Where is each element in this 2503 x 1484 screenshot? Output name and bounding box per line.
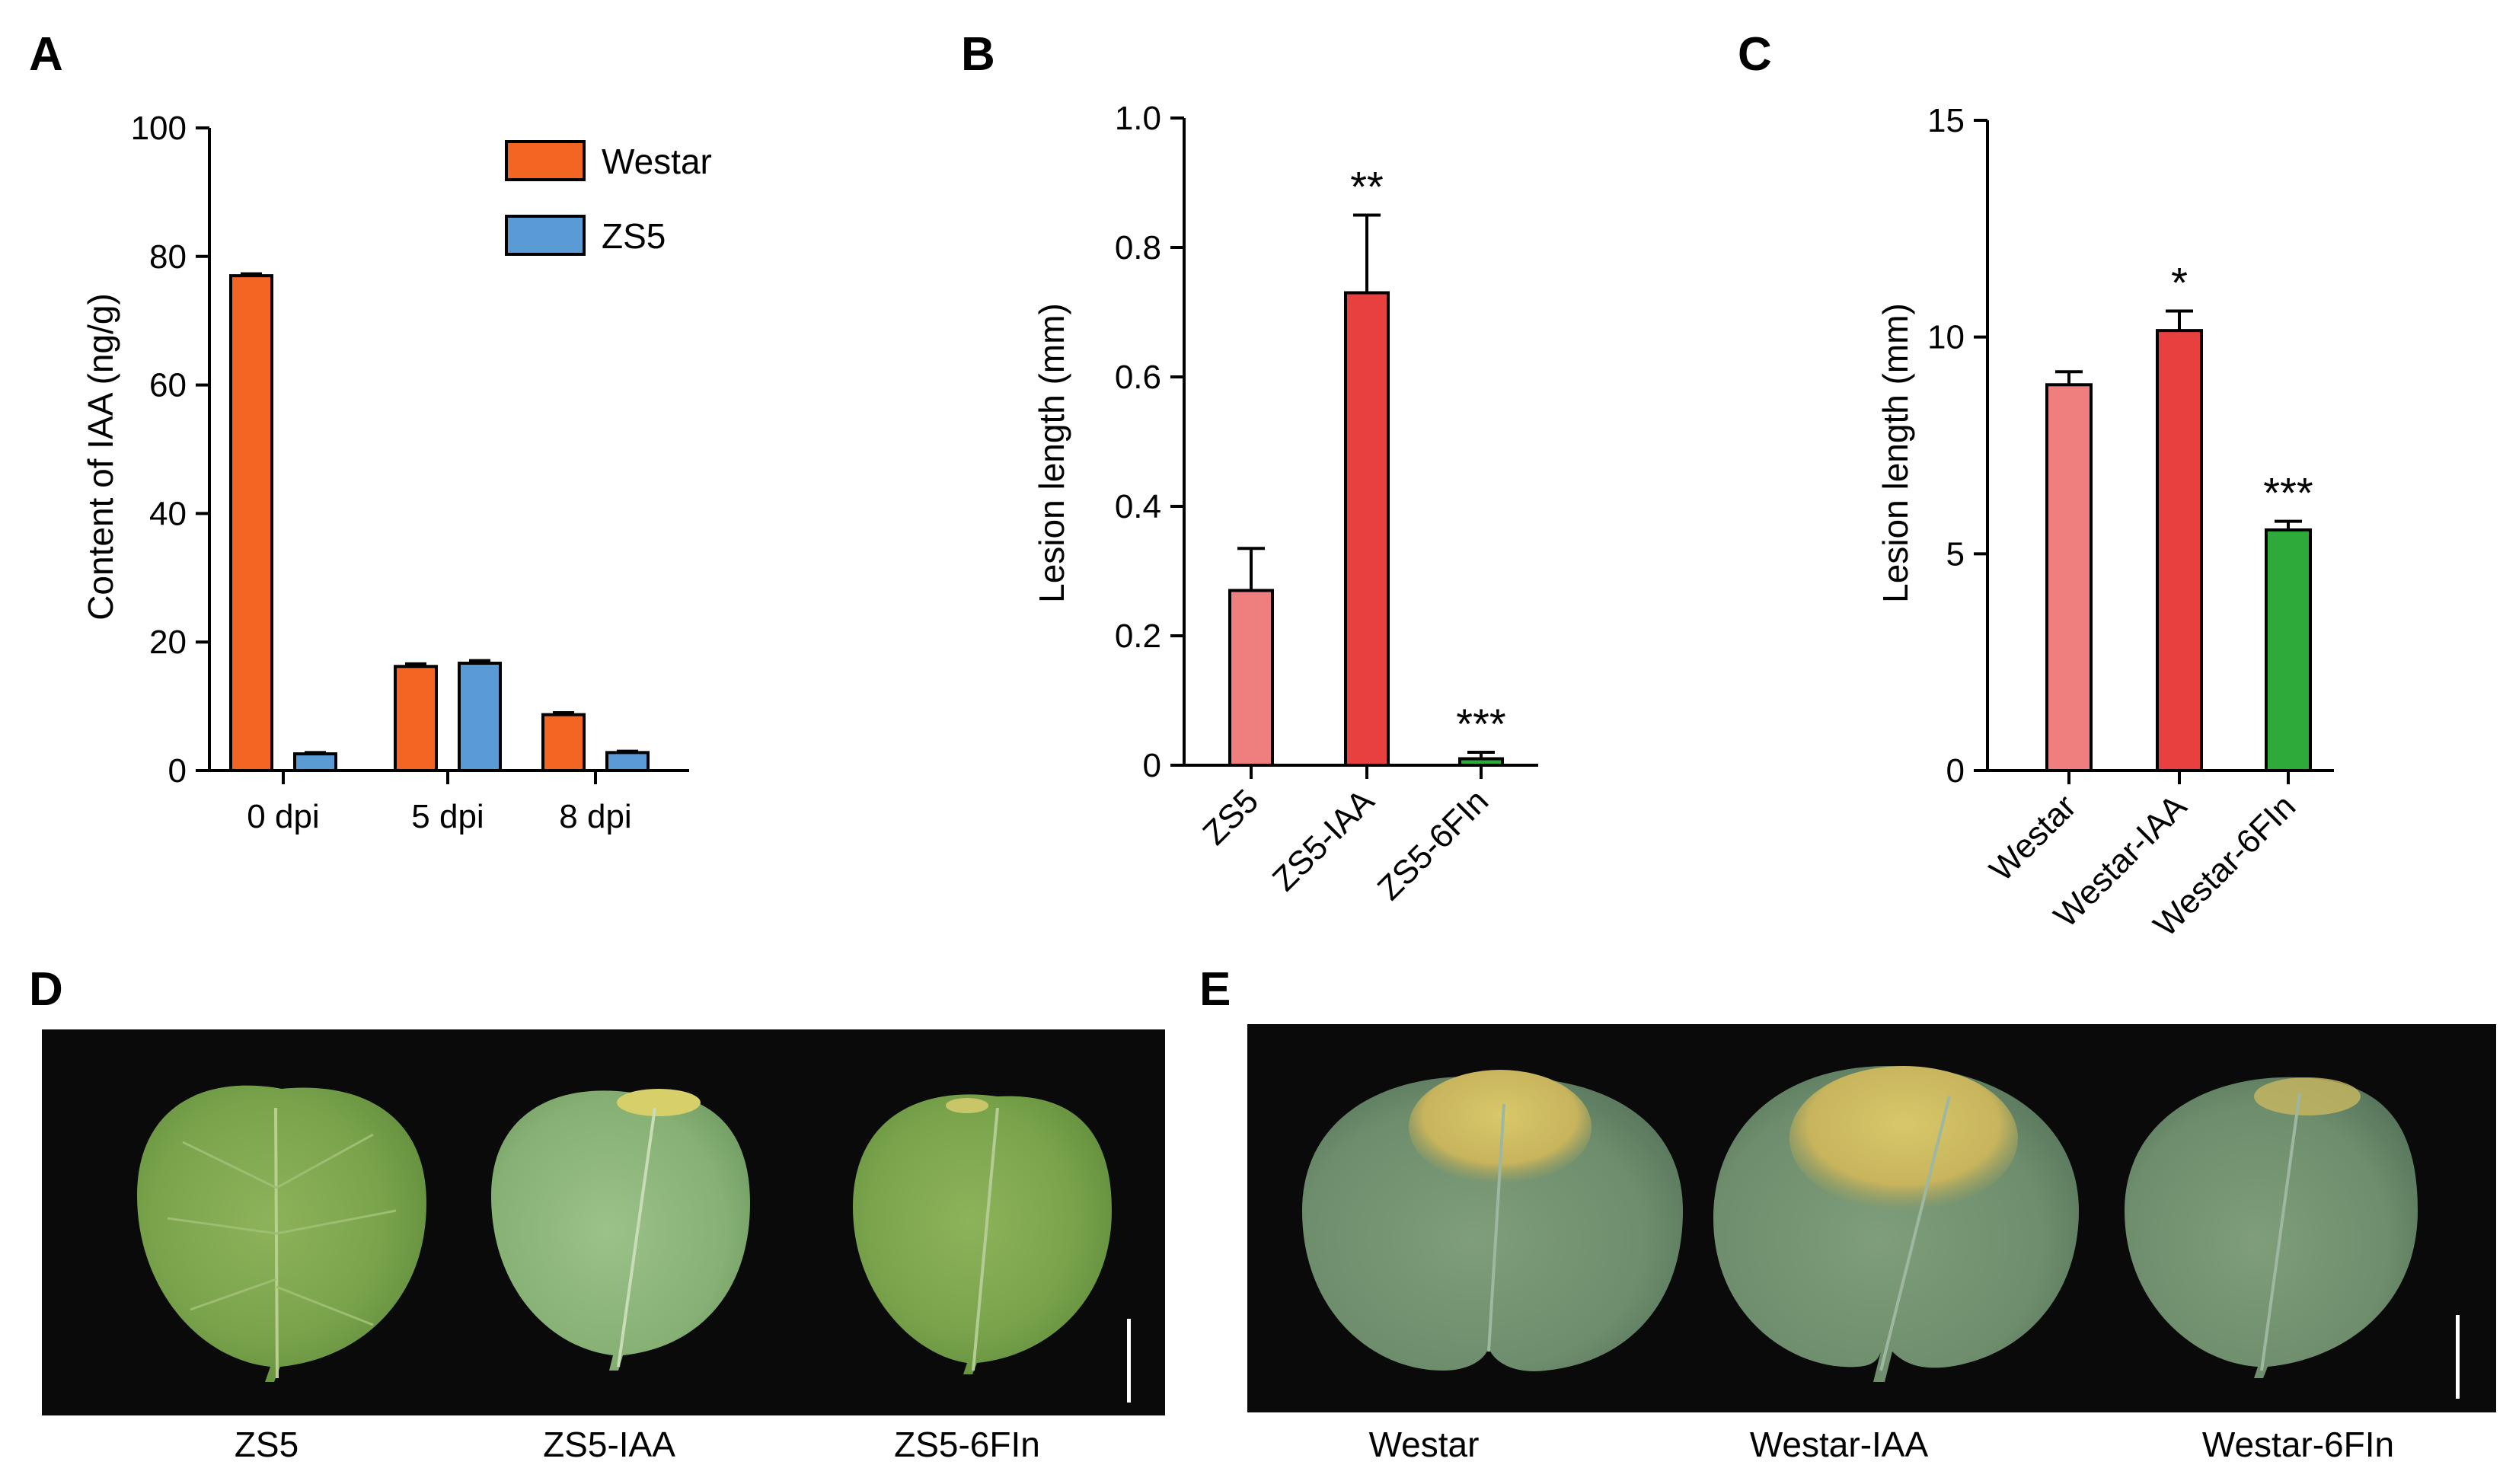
chart-c-bars: **** xyxy=(2045,259,2313,773)
photo-e-label-westar: Westar xyxy=(1369,1425,1480,1464)
photo-d-label-zs5: ZS5 xyxy=(235,1425,299,1464)
chartB-xtick-label-zs5: ZS5 xyxy=(1196,782,1266,852)
chartA-ytick-label: 0 xyxy=(168,752,187,790)
chartC-ytick-label: 0 xyxy=(1946,752,1965,790)
chartC-significance-westar-iaa: * xyxy=(2171,259,2188,307)
chartB-ytick-label: 0.6 xyxy=(1115,359,1161,396)
chart-a-ylabel: Content of IAA (ng/g) xyxy=(81,293,120,621)
chart-b-bars: ***** xyxy=(1228,163,1506,767)
chartA-xtick-label-0-dpi: 0 dpi xyxy=(247,798,319,835)
photo-d-label-zs5-iaa: ZS5-IAA xyxy=(543,1425,675,1464)
chart-b-ylabel: Lesion length (mm) xyxy=(1032,303,1071,603)
photo-e-westar-leaves: Westar Westar-IAA Westar-6FIn xyxy=(1247,1024,2496,1464)
chartA-ytick-label: 40 xyxy=(149,495,187,532)
chartB-xtick-label-zs5-6fin: ZS5-6FIn xyxy=(1371,782,1496,907)
bar-westar-0-dpi xyxy=(229,274,273,772)
chartC-bar-westar xyxy=(2045,383,2093,772)
panel-letter-d: D xyxy=(29,963,63,1016)
chart-b-yaxis: 0 0.2 0.4 0.6 0.8 1.0 xyxy=(1115,100,1186,784)
photo-e-label-westar-6fin: Westar-6FIn xyxy=(2202,1425,2394,1464)
bar-zs5-8-dpi xyxy=(605,751,650,772)
chartC-bar-westar-6fin xyxy=(2265,528,2312,773)
scale-bar-e xyxy=(2456,1315,2460,1399)
leaf-e-westar-6fin xyxy=(2125,1077,2418,1378)
panel-letter-c: C xyxy=(1738,28,1772,81)
legend-swatch-zs5 xyxy=(505,215,586,256)
bar-zs5-0-dpi xyxy=(293,752,337,773)
chart-a-iaa-content: Content of IAA (ng/g) 0 20 40 60 80 100 0 dpi… xyxy=(81,110,712,835)
chartB-xtick-label-zs5-iaa: ZS5-IAA xyxy=(1266,782,1382,898)
chart-a-legend: Westar ZS5 xyxy=(505,140,712,256)
legend-swatch-westar xyxy=(505,140,586,181)
chartB-ytick-label: 0 xyxy=(1143,747,1161,784)
chartA-ytick-label: 20 xyxy=(149,624,187,661)
chart-a-yaxis: 0 20 40 60 80 100 xyxy=(131,110,211,790)
chartA-ytick-label: 100 xyxy=(131,110,187,147)
panel-letter-b: B xyxy=(961,28,995,81)
chart-c-ylabel: Lesion length (mm) xyxy=(1876,303,1915,603)
chartB-ytick-label: 0.8 xyxy=(1115,229,1161,266)
panel-letter-a: A xyxy=(29,28,63,81)
chartA-ytick-label: 60 xyxy=(149,367,187,404)
chartB-ytick-label: 0.2 xyxy=(1115,618,1161,655)
chartC-xtick-label-westar: Westar xyxy=(1982,787,2083,889)
panel-letter-e: E xyxy=(1199,963,1231,1016)
chart-a-bars xyxy=(229,272,650,773)
chartC-ytick-label: 15 xyxy=(1927,102,1965,139)
chartC-significance-westar-6fin: *** xyxy=(2263,469,2313,517)
bar-westar-5-dpi xyxy=(394,665,438,772)
chartA-xtick-label-8-dpi: 8 dpi xyxy=(559,798,631,835)
bar-zs5-5-dpi xyxy=(458,662,502,772)
chartB-ytick-label: 0.4 xyxy=(1115,488,1161,525)
chartB-significance-zs5-6fin: *** xyxy=(1456,700,1505,748)
leaf-d-zs5-6fin xyxy=(853,1094,1112,1374)
chartB-bar-zs5 xyxy=(1228,589,1274,767)
leaf-d-zs5-iaa xyxy=(491,1089,750,1371)
chart-a-xaxis: 0 dpi 5 dpi 8 dpi xyxy=(209,769,689,835)
chartB-ytick-label: 1.0 xyxy=(1115,100,1161,137)
chart-b-lesion-zs5: Lesion length (mm) 00.20.40.60.81.0 ****… xyxy=(1032,100,1538,908)
leaf-d-zs5 xyxy=(137,1085,426,1382)
chartC-ytick-label: 5 xyxy=(1946,535,1965,573)
chartC-ytick-label: 10 xyxy=(1927,319,1965,356)
leaf-e-westar xyxy=(1302,1070,1683,1371)
photo-e-label-westar-iaa: Westar-IAA xyxy=(1750,1425,1929,1464)
chart-c-yaxis: 0 5 10 15 xyxy=(1927,102,1989,790)
chartB-significance-zs5-iaa: ** xyxy=(1350,163,1384,211)
bar-westar-8-dpi xyxy=(541,713,586,773)
chartA-xtick-label-5-dpi: 5 dpi xyxy=(411,798,484,835)
chartC-bar-westar-iaa xyxy=(2156,329,2203,773)
chartA-ytick-label: 80 xyxy=(149,238,187,276)
legend-label-zs5: ZS5 xyxy=(602,216,666,256)
legend-label-westar: Westar xyxy=(602,142,712,181)
scale-bar-d xyxy=(1127,1319,1131,1403)
leaf-e-westar-iaa xyxy=(1713,1066,2079,1382)
photo-d-label-zs5-6fin: ZS5-6FIn xyxy=(894,1425,1040,1464)
chartB-bar-zs5-iaa xyxy=(1344,291,1390,767)
photo-d-zs5-leaves: ZS5 ZS5-IAA ZS5-6FIn xyxy=(42,1029,1165,1464)
